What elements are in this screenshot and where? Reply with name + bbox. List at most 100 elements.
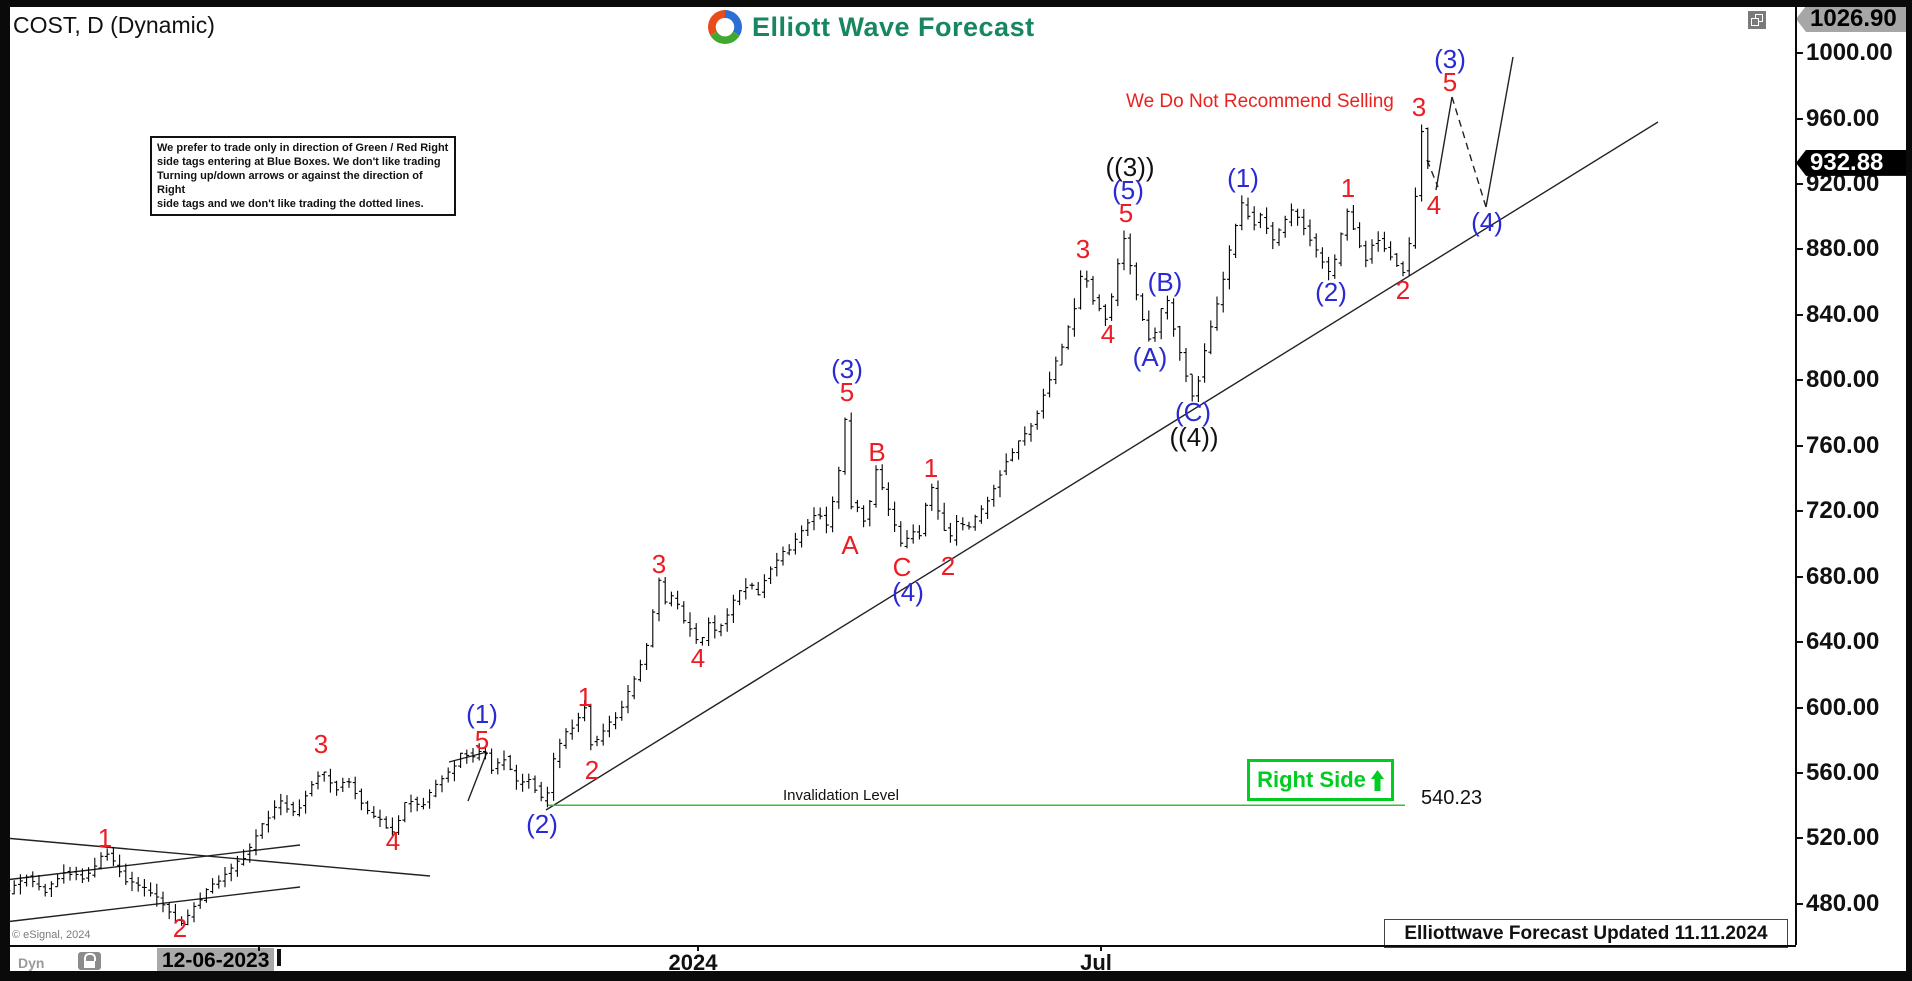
price-axis[interactable]: 1000.00 960.00 920.00 880.00 840.00 800.00 760… xyxy=(1797,7,1906,945)
disclaimer-line: side tags entering at Blue Boxes. We don… xyxy=(157,156,441,168)
wave-label: 5 xyxy=(474,725,490,755)
wave-label: 4 xyxy=(1100,319,1116,349)
trendline xyxy=(4,844,301,881)
disclaimer-line: Turning up/down arrows or against the di… xyxy=(157,170,423,196)
logo-text: Elliott Wave Forecast xyxy=(752,11,1035,42)
price-tag-target: 1026.90 xyxy=(1796,6,1908,32)
time-axis-tick xyxy=(258,945,260,951)
price-axis-tick xyxy=(1797,575,1803,578)
date-cursor-tick xyxy=(277,949,281,966)
price-axis-tick xyxy=(1797,771,1803,774)
right-side-badge[interactable]: Right Side xyxy=(1247,759,1394,801)
update-note: Elliottwave Forecast Updated 11.11.2024 xyxy=(1384,919,1788,948)
copyright: © eSignal, 2024 xyxy=(12,929,91,941)
wave-label: 4 xyxy=(1426,190,1442,220)
price-axis-label: 480.00 xyxy=(1806,889,1880,917)
price-axis-label: 800.00 xyxy=(1806,366,1880,394)
time-axis-tick xyxy=(1100,945,1102,951)
price-axis-label: 600.00 xyxy=(1806,693,1880,721)
lock-body xyxy=(84,961,95,968)
trendline xyxy=(1485,56,1514,208)
wave-label: 4 xyxy=(690,643,706,673)
wave-label: 2 xyxy=(584,755,600,785)
lock-icon[interactable] xyxy=(78,952,101,970)
disclaimer-line: side tags and we don't like trading the … xyxy=(157,198,424,210)
wave-label: 1 xyxy=(577,682,593,712)
price-axis-label: 840.00 xyxy=(1806,300,1880,328)
price-axis-tick xyxy=(1797,444,1803,447)
price-axis-label: 560.00 xyxy=(1806,758,1880,786)
wave-label: 4 xyxy=(385,826,401,856)
frame-top xyxy=(0,0,1912,7)
wave-label: B xyxy=(868,437,886,467)
wave-label: 1 xyxy=(923,453,939,483)
logo: Elliott Wave Forecast xyxy=(706,8,1035,46)
price-axis-label: 880.00 xyxy=(1806,235,1880,263)
price-tag-last: 932.88 xyxy=(1796,149,1908,176)
wave-label: (B) xyxy=(1147,267,1183,297)
right-side-label: Right Side xyxy=(1257,767,1366,792)
wave-label: (4) xyxy=(892,577,924,607)
wave-label: 3 xyxy=(1411,92,1427,122)
wave-label: ((3)) xyxy=(1105,152,1155,182)
price-axis-tick xyxy=(1797,313,1803,316)
wave-label: A xyxy=(841,530,859,560)
price-axis-label: 680.00 xyxy=(1806,562,1880,590)
price-axis-tick xyxy=(1797,379,1803,382)
price-axis-tick xyxy=(1797,183,1803,185)
trendline xyxy=(4,886,301,923)
price-axis-label: 1000.00 xyxy=(1806,39,1893,67)
price-axis-tick xyxy=(1797,52,1803,55)
wave-label: (4) xyxy=(1471,207,1503,237)
restore-square-front xyxy=(1751,18,1759,26)
wave-label: 2 xyxy=(940,551,956,581)
wave-label: 1 xyxy=(1340,173,1356,203)
symbol-title: COST, D (Dynamic) xyxy=(13,12,215,38)
wave-label: (3) xyxy=(831,354,863,384)
price-axis-label: 640.00 xyxy=(1806,628,1880,656)
restore-window-icon[interactable] xyxy=(1748,11,1766,29)
time-axis-label: Jul xyxy=(1080,950,1112,975)
wave-label: 3 xyxy=(1075,234,1091,264)
up-arrow-icon xyxy=(1370,769,1384,791)
price-axis-tick xyxy=(1797,117,1803,120)
wave-label: (2) xyxy=(526,809,558,839)
disclaimer-line: We prefer to trade only in direction of … xyxy=(157,142,449,154)
wave-label: 5 xyxy=(1442,67,1458,97)
projection-dashed-line xyxy=(1426,159,1439,188)
frame-bottom xyxy=(0,971,1912,981)
trendline xyxy=(448,751,488,763)
lock-shackle xyxy=(83,953,96,961)
time-axis-label: 2024 xyxy=(668,950,718,975)
wave-label: 5 xyxy=(1118,198,1134,228)
frame-left xyxy=(0,0,10,981)
price-axis-tick xyxy=(1797,902,1803,905)
wave-label: (C) xyxy=(1174,397,1212,427)
wave-label: 1 xyxy=(97,823,113,853)
price-axis-label: 720.00 xyxy=(1806,497,1880,525)
trendline xyxy=(1435,96,1453,191)
wave-label: C xyxy=(892,552,912,582)
wave-label: 3 xyxy=(651,549,667,579)
frame-right xyxy=(1906,0,1912,981)
price-axis-separator xyxy=(1795,7,1797,945)
price-axis-tick xyxy=(1797,706,1803,709)
wave-label: ((4)) xyxy=(1169,422,1219,452)
wave-label: 2 xyxy=(1395,275,1411,305)
price-axis-tick xyxy=(1797,837,1803,840)
price-axis-label: 520.00 xyxy=(1806,824,1880,852)
wave-label: 3 xyxy=(313,729,329,759)
target-price-value: 1026.90 xyxy=(1810,5,1897,32)
invalidation-label: Invalidation Level xyxy=(783,787,899,804)
dyn-mode-label[interactable]: Dyn xyxy=(18,955,45,971)
price-axis-label: 960.00 xyxy=(1806,104,1880,132)
wave-label: (A) xyxy=(1132,342,1168,372)
wave-label: (3) xyxy=(1434,44,1466,74)
warning-text: We Do Not Recommend Selling xyxy=(1126,91,1394,112)
price-axis-tick xyxy=(1797,248,1803,251)
invalidation-price: 540.23 xyxy=(1421,787,1483,809)
wave-label: 5 xyxy=(839,377,855,407)
price-axis-label: 760.00 xyxy=(1806,431,1880,459)
price-axis-tick xyxy=(1797,510,1803,513)
